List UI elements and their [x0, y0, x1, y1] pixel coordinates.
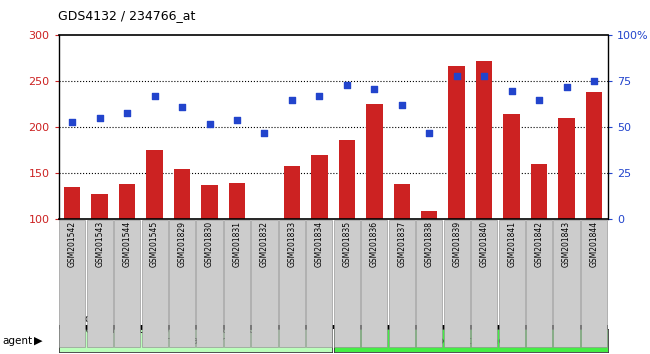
Point: [150, 93, 160, 99]
Text: GSM201838: GSM201838: [424, 221, 434, 267]
Point: [204, 121, 214, 127]
Bar: [311, 155, 328, 219]
Text: GSM201841: GSM201841: [507, 221, 516, 267]
Text: GSM201839: GSM201839: [452, 221, 462, 267]
Bar: [119, 184, 135, 219]
Text: GSM201834: GSM201834: [315, 221, 324, 267]
Point: [424, 130, 434, 136]
Text: GSM201545: GSM201545: [150, 221, 159, 267]
Bar: [92, 194, 108, 219]
Text: percentile rank within the sample: percentile rank within the sample: [79, 325, 255, 335]
Bar: [586, 92, 603, 219]
Bar: [531, 164, 547, 219]
Point: [479, 73, 489, 79]
Bar: [339, 140, 355, 219]
Point: [369, 86, 380, 92]
Point: [562, 84, 572, 90]
Text: GSM201836: GSM201836: [370, 221, 379, 267]
Text: GSM201840: GSM201840: [480, 221, 489, 267]
Bar: [64, 187, 81, 219]
Text: GSM201543: GSM201543: [95, 221, 104, 267]
Point: [259, 130, 270, 136]
Bar: [448, 66, 465, 219]
Point: [342, 82, 352, 88]
Text: GSM201843: GSM201843: [562, 221, 571, 267]
Point: [396, 103, 407, 108]
Text: GSM201842: GSM201842: [534, 221, 543, 267]
Text: agent: agent: [2, 336, 32, 346]
Text: ▶: ▶: [34, 336, 42, 346]
Point: [287, 97, 297, 103]
Text: GSM201835: GSM201835: [343, 221, 352, 267]
Text: GSM201829: GSM201829: [177, 221, 187, 267]
Point: [589, 79, 599, 84]
Bar: [393, 184, 410, 219]
Bar: [476, 61, 493, 219]
Text: GSM201833: GSM201833: [287, 221, 296, 267]
Text: GSM201542: GSM201542: [68, 221, 77, 267]
Point: [67, 119, 77, 125]
Point: [232, 117, 242, 123]
Bar: [202, 185, 218, 219]
Text: GSM201844: GSM201844: [590, 221, 599, 267]
Point: [314, 93, 324, 99]
Bar: [366, 103, 383, 219]
Text: count: count: [79, 314, 109, 324]
Point: [534, 97, 544, 103]
Point: [506, 88, 517, 93]
Point: [94, 115, 105, 121]
Bar: [421, 211, 437, 219]
Text: GSM201544: GSM201544: [123, 221, 132, 267]
Bar: [283, 166, 300, 219]
Point: [122, 110, 133, 115]
Text: pretreatment: pretreatment: [159, 336, 233, 346]
Text: GSM201831: GSM201831: [233, 221, 242, 267]
Text: pioglitazone: pioglitazone: [437, 336, 505, 346]
Text: GSM201832: GSM201832: [260, 221, 269, 267]
Text: ■: ■: [62, 314, 72, 324]
Point: [452, 73, 462, 79]
Bar: [146, 150, 163, 219]
Text: GSM201830: GSM201830: [205, 221, 214, 267]
Text: ■: ■: [62, 325, 72, 335]
Bar: [256, 218, 273, 219]
Text: GSM201837: GSM201837: [397, 221, 406, 267]
Bar: [558, 118, 575, 219]
Bar: [503, 114, 520, 219]
Bar: [229, 183, 245, 219]
Text: GDS4132 / 234766_at: GDS4132 / 234766_at: [58, 9, 196, 22]
Point: [177, 104, 187, 110]
Bar: [174, 169, 190, 219]
